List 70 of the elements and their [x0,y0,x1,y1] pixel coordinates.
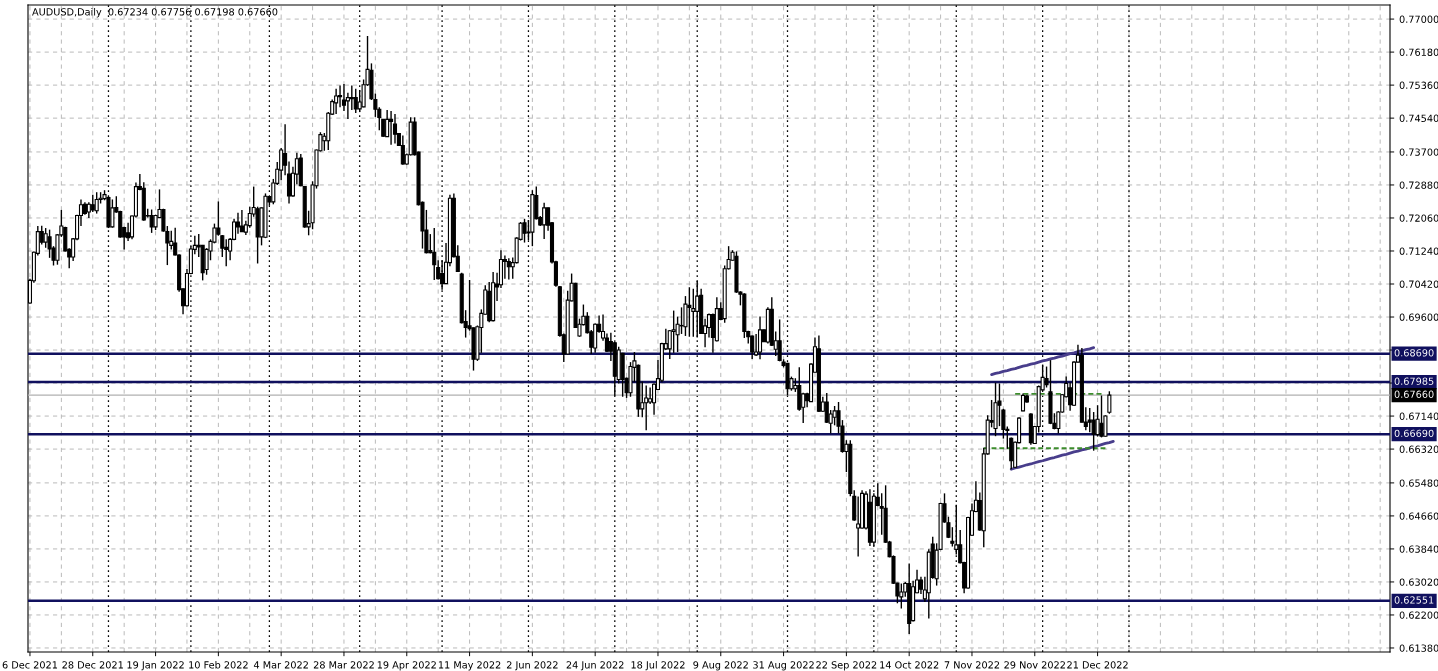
candlestick [432,227,437,281]
candlestick [522,218,527,244]
x-tick-label: 14 Oct 2022 [880,661,939,669]
x-tick-label: 4 Mar 2022 [253,661,308,669]
x-tick-label: 6 Dec 2021 [2,661,58,669]
y-tick-label: 0.70420 [1399,280,1438,288]
ref-line-label: 0.66690 [1394,429,1434,438]
y-tick-label: 0.77000 [1399,15,1438,23]
candlestick [679,306,684,335]
y-tick-label: 0.64660 [1399,512,1438,520]
x-tick-label: 19 Apr 2022 [377,661,436,671]
line-series [990,346,1096,376]
line-series [1009,440,1115,471]
candlestick [506,257,511,281]
y-tick-label: 0.62200 [1399,611,1438,619]
y-tick-label: 0.63840 [1399,545,1438,553]
x-tick-label: 11 May 2022 [438,661,501,671]
y-tick-label: 0.73700 [1399,148,1438,156]
ref-line-label: 0.62551 [1394,596,1434,604]
x-tick-label: 21 Dec 2022 [1067,661,1128,669]
y-tick-label: 0.75360 [1399,81,1438,89]
x-tick-label: 28 Mar 2022 [313,661,374,669]
x-tick-label: 10 Feb 2022 [189,661,248,669]
candlestick [389,110,394,146]
candlestick [542,201,547,240]
candlestick [110,198,115,229]
chart-title: AUDUSD,Daily 0.67234 0.67756 0.67198 0.67660 [32,8,278,18]
x-tick-label: 22 Sep 2022 [816,661,877,671]
x-tick-label: 29 Nov 2022 [1004,661,1065,669]
x-tick-label: 31 Aug 2022 [753,661,814,671]
x-tick-label: 28 Dec 2021 [62,661,123,669]
candlestick [1087,407,1092,433]
y-tick-label: 0.66320 [1399,445,1438,453]
candlestick [337,84,343,108]
candlestick [648,386,653,405]
x-tick-label: 19 Jan 2022 [127,661,184,671]
candlestick [334,88,339,115]
candlestick [224,238,229,267]
x-tick-label: 24 Jun 2022 [566,661,624,671]
x-tick-label: 18 Jul 2022 [631,661,685,671]
y-tick-label: 0.72880 [1399,181,1438,189]
y-tick-label: 0.74540 [1399,114,1438,122]
ref-line-label: 0.68690 [1394,349,1434,357]
candlestick [777,318,782,363]
candlestick [353,88,358,114]
candlestick [687,286,692,338]
candlestick [349,84,354,111]
candlestick [652,382,657,416]
candlestick [710,312,715,354]
ref-line-label: 0.67985 [1394,377,1434,385]
y-tick-label: 0.67140 [1399,412,1438,420]
candlestick [644,384,649,431]
x-tick-label: 2 Jun 2022 [506,661,558,671]
candlestick [1107,390,1112,415]
y-tick-label: 0.63020 [1399,578,1438,586]
x-tick-label: 7 Nov 2022 [944,661,1000,669]
candlestick [671,309,676,354]
candlestick [856,495,861,558]
candlestick [691,288,696,338]
ref-line-label: 0.67660 [1394,390,1434,398]
candlestick [950,526,955,548]
y-tick-label: 0.65480 [1399,479,1438,487]
y-tick-label: 0.69600 [1399,313,1438,321]
y-tick-label: 0.76180 [1399,48,1438,56]
x-tick-label: 9 Aug 2022 [693,661,748,671]
y-tick-label: 0.61380 [1399,644,1438,652]
y-tick-label: 0.72060 [1399,214,1438,222]
y-tick-label: 0.71240 [1399,247,1438,255]
candlestick [797,366,802,412]
candlestick [1099,394,1104,439]
